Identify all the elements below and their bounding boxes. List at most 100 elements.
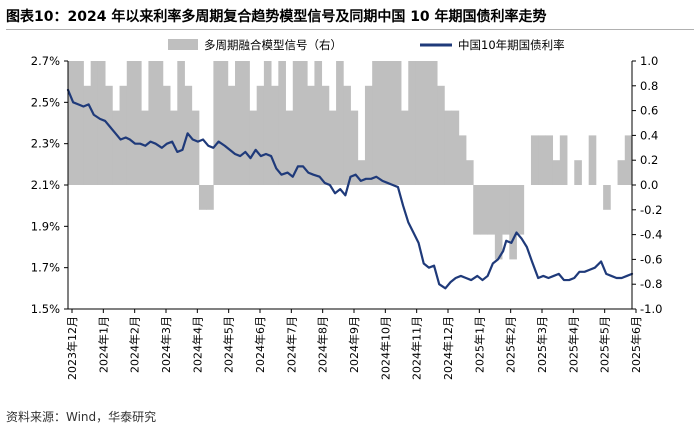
left-tick-label: 2.7% [31, 54, 60, 68]
signal-bar [379, 61, 388, 185]
right-tick-label: 0.8 [640, 79, 658, 93]
signal-bar [559, 135, 568, 185]
signal-bar [494, 185, 503, 260]
x-tick-label: 2024年7月 [284, 316, 298, 373]
signal-bar [292, 61, 301, 185]
x-tick-label: 2023年12月 [65, 316, 79, 380]
x-tick-label: 2024年3月 [159, 316, 173, 373]
signal-bar [83, 85, 92, 185]
signal-bar [321, 85, 330, 185]
signal-bar [177, 61, 185, 185]
right-tick-label: 0.4 [640, 128, 658, 142]
signal-bar [170, 110, 178, 185]
x-tick-label: 2024年2月 [128, 316, 142, 373]
signal-bar [530, 135, 539, 185]
signal-bar [148, 61, 157, 185]
x-tick-label: 2024年8月 [316, 316, 330, 373]
x-tick-label: 2024年6月 [253, 316, 267, 373]
signal-bar [76, 61, 84, 185]
signal-bar [574, 160, 582, 185]
signal-bar [112, 110, 120, 185]
left-tick-label: 1.7% [31, 261, 60, 275]
figure-label: 图表10： [6, 9, 68, 25]
source-note: 资料来源：Wind，华泰研究 [6, 410, 157, 424]
signal-bar [213, 61, 221, 185]
signal-bar [133, 61, 142, 185]
signal-bar [372, 61, 380, 185]
signal-bar [350, 110, 359, 185]
signal-bar [458, 135, 467, 185]
signal-bar [242, 61, 250, 185]
signal-bar [364, 85, 373, 185]
signal-bar [516, 185, 525, 235]
x-tick-label: 2024年5月 [222, 316, 236, 373]
signal-bar [386, 61, 395, 185]
signal-bar [97, 61, 106, 185]
signal-bar [487, 185, 496, 235]
figure-title-text: 2024 年以来利率多周期复合趋势模型信号及同期中国 10 年期国债利率走势 [67, 9, 547, 25]
signal-bar [220, 61, 229, 185]
signal-bar [336, 61, 344, 185]
signal-bar [401, 110, 409, 185]
signal-bar [437, 85, 445, 185]
signal-bar [552, 160, 561, 185]
signal-bar [588, 135, 597, 185]
signal-bar [71, 61, 77, 185]
legend-label-signal: 多周期融合模型信号（右） [204, 38, 342, 52]
x-tick-label: 2024年10月 [378, 316, 392, 380]
signal-bar [285, 110, 294, 185]
signal-bar [90, 61, 99, 185]
signal-bar [343, 85, 351, 185]
right-tick-label: -0.6 [640, 252, 662, 266]
signal-bar [603, 185, 611, 210]
left-tick-label: 2.1% [31, 178, 60, 192]
chart-area: 1.5% 1.7% 1.9% 2.1% 2.3% 2.5% 2.7% -1.0 -0.8 -0.6… [31, 38, 663, 380]
x-tick-label: 2025年1月 [472, 316, 486, 373]
legend: 多周期融合模型信号（右） 中国10年期国债利率 [168, 38, 565, 52]
left-tick-label: 2.5% [31, 95, 60, 109]
x-tick-label: 2024年9月 [347, 316, 361, 373]
signal-bar [198, 185, 207, 210]
signal-bar [415, 61, 424, 185]
signal-bar [307, 85, 315, 185]
signal-bar [162, 85, 171, 185]
signal-bar [191, 110, 200, 185]
x-tick-label: 2025年4月 [566, 316, 580, 373]
signal-bar [249, 110, 258, 185]
signal-bar [545, 135, 554, 185]
signal-bar [393, 61, 402, 185]
signal-bar [141, 110, 149, 185]
left-tick-label: 1.5% [31, 302, 60, 316]
x-tick-label: 2024年4月 [190, 316, 204, 373]
x-tick-label: 2025年5月 [598, 316, 612, 373]
figure-title: 图表10：2024 年以来利率多周期复合趋势模型信号及同期中国 10 年期国债利… [6, 6, 694, 26]
signal-bar [480, 185, 489, 235]
x-tick-label: 2025年2月 [504, 316, 518, 373]
right-tick-label: -0.4 [640, 228, 662, 242]
signal-area-layer [68, 61, 633, 260]
signal-bar [314, 61, 323, 185]
right-tick-label: 1.0 [640, 54, 658, 68]
signal-bar [105, 85, 113, 185]
right-tick-label: -0.2 [640, 203, 662, 217]
axes-layer: 1.5% 1.7% 1.9% 2.1% 2.3% 2.5% 2.7% -1.0 -0.8 -0.6… [31, 54, 663, 380]
signal-bar [444, 110, 452, 185]
legend-swatch-signal [168, 39, 198, 50]
signal-bar [473, 185, 481, 235]
signal-bar [227, 85, 236, 185]
signal-bar [357, 160, 366, 185]
signal-bar [422, 61, 431, 185]
signal-bar [429, 61, 438, 185]
signal-bar [299, 61, 308, 185]
signal-bar [502, 185, 510, 235]
title-divider [6, 29, 694, 30]
signal-bar [328, 110, 337, 185]
signal-bar [68, 61, 72, 185]
signal-bar [263, 61, 272, 185]
x-tick-label: 2024年12月 [441, 316, 455, 380]
signal-bar [155, 61, 164, 185]
signal-bar [408, 61, 416, 185]
signal-bar [126, 61, 135, 185]
signal-bar [119, 85, 128, 185]
right-tick-label: -0.8 [640, 277, 662, 291]
